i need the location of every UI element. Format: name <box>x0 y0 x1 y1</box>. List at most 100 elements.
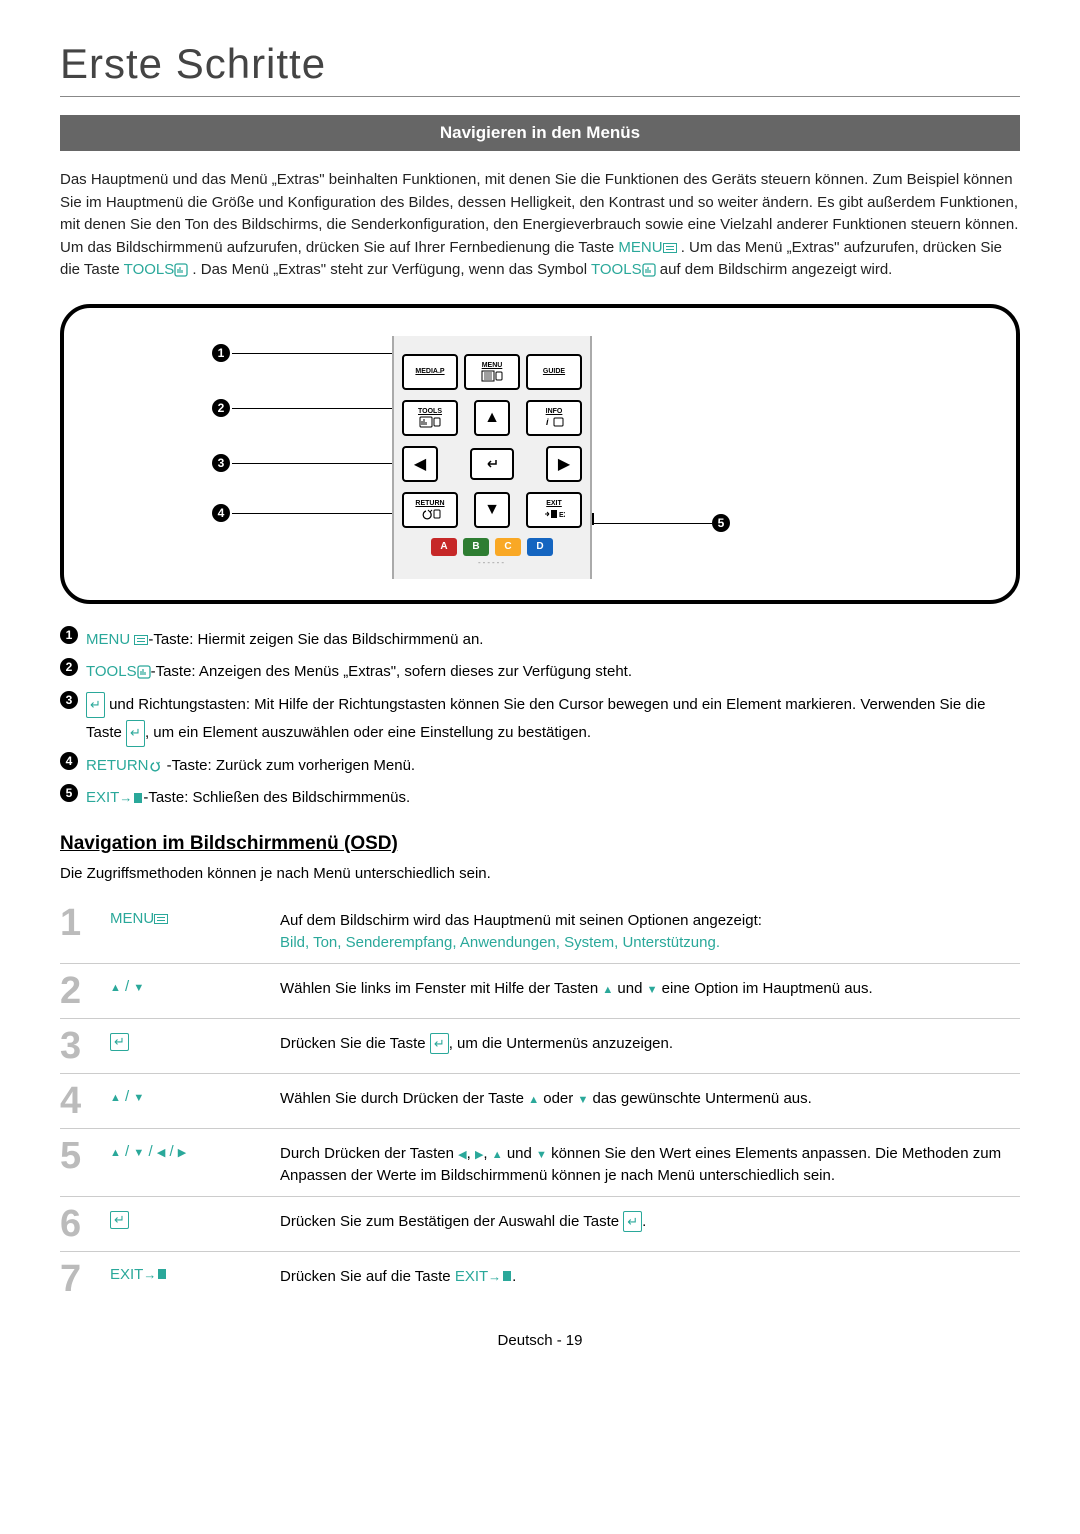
footer-page: 19 <box>566 1332 583 1349</box>
callout-2: 2 <box>212 399 230 417</box>
callout-vline-5 <box>592 513 594 525</box>
intro-paragraph: Das Hauptmenü und das Menü „Extras" bein… <box>60 169 1020 282</box>
button-description-list: 1 MENU -Taste: Hiermit zeigen Sie das Bi… <box>60 626 1020 813</box>
enter-icon-list-2: ↵ <box>126 720 145 747</box>
left-arrow-icon: ◀ <box>414 454 426 474</box>
mediap-button[interactable]: MEDIA.P <box>402 354 458 390</box>
exit-button[interactable]: EXITEX <box>526 492 582 528</box>
step-3-key: ↵ <box>110 1027 280 1051</box>
list-item-2: 2 TOOLS -Taste: Anzeigen des Menüs „Extra… <box>60 658 1020 687</box>
menu-keyword: MENU <box>618 239 662 256</box>
up-icon-4-inline <box>528 1090 539 1107</box>
step-4-desc: Wählen Sie durch Drücken der Taste oder … <box>280 1082 1020 1111</box>
dots: ------ <box>402 558 582 567</box>
callout-line-4 <box>232 513 392 515</box>
color-d-button[interactable]: D <box>527 538 553 556</box>
list-2-txt: -Taste: Anzeigen des Menüs „Extras", sof… <box>151 663 632 680</box>
down-arrow-button[interactable]: ▼ <box>474 492 510 528</box>
tools-button[interactable]: TOOLS <box>402 400 458 436</box>
section-header: Navigieren in den Menüs <box>60 115 1020 151</box>
list-3-txt-b: , um ein Element auszuwählen oder eine E… <box>145 724 591 741</box>
up-icon <box>110 978 121 995</box>
intro-text-3: . Das Menü „Extras" steht zur Verfügung,… <box>192 261 591 278</box>
list-1-txt: -Taste: Hiermit zeigen Sie das Bildschir… <box>148 631 483 648</box>
enter-icon-step3: ↵ <box>110 1033 129 1051</box>
step-6-num: 6 <box>60 1205 110 1243</box>
menu-icon <box>663 243 677 253</box>
list-item-4: 4 RETURN -Taste: Zurück zum vorherigen M… <box>60 752 1020 781</box>
step-1-num: 1 <box>60 904 110 942</box>
down-icon <box>133 978 144 995</box>
step-7-num: 7 <box>60 1260 110 1298</box>
color-b-button[interactable]: B <box>463 538 489 556</box>
step-1-desc: Auf dem Bildschirm wird das Hauptmenü mi… <box>280 904 1020 955</box>
enter-icon-step6-inline: ↵ <box>623 1211 642 1233</box>
step-table: 1 MENU Auf dem Bildschirm wird das Haupt… <box>60 896 1020 1306</box>
exit-icon-step7: → <box>143 1267 167 1282</box>
list-1-kw: MENU <box>86 631 130 648</box>
menu-icon-step <box>154 914 168 924</box>
list-4-kw: RETURN <box>86 757 149 774</box>
enter-icon-list: ↵ <box>86 692 105 719</box>
right-arrow-button[interactable]: ▶ <box>546 446 582 482</box>
tools-icon <box>174 261 188 278</box>
left-arrow-button[interactable]: ◀ <box>402 446 438 482</box>
return-button[interactable]: RETURN <box>402 492 458 528</box>
enter-icon-step6: ↵ <box>110 1211 129 1229</box>
list-5-txt: -Taste: Schließen des Bildschirmmenüs. <box>143 789 410 806</box>
up-icon-5 <box>110 1143 121 1160</box>
left-icon-5 <box>157 1143 165 1160</box>
up-arrow-button[interactable]: ▲ <box>474 400 510 436</box>
enter-icon-step3-inline: ↵ <box>430 1033 449 1055</box>
bullet-2-icon: 2 <box>60 658 78 676</box>
page-title: Erste Schritte <box>60 40 1020 88</box>
tools-keyword-2: TOOLS <box>591 261 642 278</box>
callout-line-2 <box>232 408 392 410</box>
step-2-key: / <box>110 972 280 995</box>
step-4-num: 4 <box>60 1082 110 1120</box>
step-1: 1 MENU Auf dem Bildschirm wird das Haupt… <box>60 896 1020 963</box>
menu-button[interactable]: MENU <box>464 354 520 390</box>
step-7-desc: Drücken Sie auf die Taste EXIT→. <box>280 1260 1020 1289</box>
list-item-5: 5 EXIT→-Taste: Schließen des Bildschirmm… <box>60 784 1020 813</box>
step-6-desc: Drücken Sie zum Bestätigen der Auswahl d… <box>280 1205 1020 1234</box>
right-arrow-icon: ▶ <box>558 454 570 474</box>
enter-icon <box>482 457 502 471</box>
down-icon-inline <box>647 980 658 997</box>
tools-label: TOOLS <box>418 408 442 415</box>
callout-4: 4 <box>212 504 230 522</box>
step-5: 5 / / / Durch Drücken der Tasten , , und… <box>60 1128 1020 1196</box>
step-7-key: EXIT→ <box>110 1260 280 1283</box>
step-4: 4 / Wählen Sie durch Drücken der Taste o… <box>60 1073 1020 1128</box>
info-label: INFO <box>546 408 563 415</box>
step-5-desc: Durch Drücken der Tasten , , und können … <box>280 1137 1020 1188</box>
step-5-num: 5 <box>60 1137 110 1175</box>
bullet-4-icon: 4 <box>60 752 78 770</box>
down-icon-5 <box>133 1143 144 1160</box>
remote-diagram: 1 2 3 4 5 MEDIA.P MENU GUIDE TOOLS ▲ INF… <box>60 304 1020 604</box>
guide-label: GUIDE <box>543 368 565 375</box>
enter-button[interactable] <box>470 448 514 480</box>
step-7: 7 EXIT→ Drücken Sie auf die Taste EXIT→. <box>60 1251 1020 1306</box>
footer-lang: Deutsch - <box>498 1332 562 1349</box>
remote-body: MEDIA.P MENU GUIDE TOOLS ▲ INFOi ◀ ▶ RET… <box>392 336 592 579</box>
menu-label: MENU <box>482 362 503 369</box>
up-icon-4 <box>110 1088 121 1105</box>
menu-icon-list <box>134 635 148 645</box>
color-a-button[interactable]: A <box>431 538 457 556</box>
list-4-txt: -Taste: Zurück zum vorherigen Menü. <box>163 757 416 774</box>
color-c-button[interactable]: C <box>495 538 521 556</box>
sub-intro: Die Zugriffsmethoden können je nach Menü… <box>60 865 1020 882</box>
tools-keyword: TOOLS <box>124 261 175 278</box>
info-button[interactable]: INFOi <box>526 400 582 436</box>
return-icon-list <box>149 757 163 774</box>
down-arrow-icon: ▼ <box>484 501 500 519</box>
step-5-key: / / / <box>110 1137 280 1160</box>
list-2-kw: TOOLS <box>86 663 137 680</box>
step-1-key: MENU <box>110 904 280 927</box>
guide-button[interactable]: GUIDE <box>526 354 582 390</box>
callout-line-5 <box>592 523 712 525</box>
callout-1: 1 <box>212 344 230 362</box>
color-button-row: A B C D <box>402 538 582 556</box>
mediap-label: MEDIA.P <box>415 368 444 375</box>
